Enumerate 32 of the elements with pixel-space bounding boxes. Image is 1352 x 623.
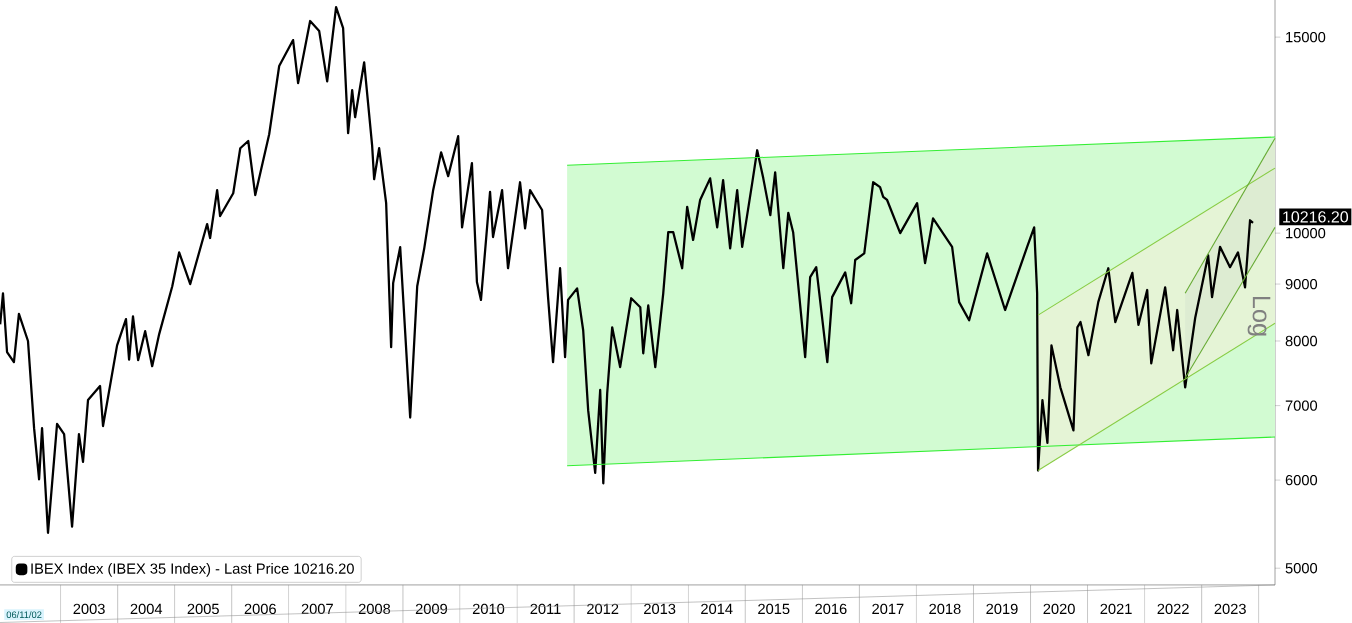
x-tick-label: 2011 [530,603,561,615]
y-axis-title: Log [1247,296,1271,336]
x-tick-label: 2005 [187,603,219,615]
x-tick-label: 2007 [301,603,333,615]
x-tick-label: 2009 [415,603,448,615]
x-tick-label: 2020 [1043,603,1075,615]
annotation: 10216.20 [1283,211,1349,223]
y-tick-label: 10000 [1286,227,1326,239]
y-tick-label: 5000 [1285,563,1318,574]
legend-label: IBEX Index (IBEX 35 Index) - Last Price 10216.20 [31,563,354,577]
x-tick-label: 2006 [244,603,276,615]
x-tick-label: 2015 [758,603,790,615]
y-tick-label: 7000 [1285,400,1318,411]
x-tick-label: 2014 [701,603,733,615]
y-tick-label: 9000 [1285,278,1318,290]
y-tick-label: 15000 [1286,31,1326,43]
x-tick-label: 2016 [815,603,847,615]
x-tick-label: 2004 [130,603,163,615]
y-tick-label: 6000 [1285,474,1318,486]
x-tick-label: 2018 [929,603,961,615]
x-tick-label: 2017 [872,603,904,615]
x-tick-label: 2013 [644,603,676,615]
x-tick-label: 2008 [358,603,391,615]
x-tick-label: 2023 [1214,603,1246,615]
x-tick-label: 2022 [1157,603,1189,615]
x-tick-label: 2010 [472,603,505,615]
x-tick-label: 2019 [986,603,1018,615]
y-tick-label: 8000 [1285,335,1318,347]
x-tick-label: 2021 [1100,603,1132,615]
x-tick-label: 2003 [73,603,105,615]
text: 06/11/02 [6,611,42,619]
x-tick-label: 2012 [587,603,619,615]
